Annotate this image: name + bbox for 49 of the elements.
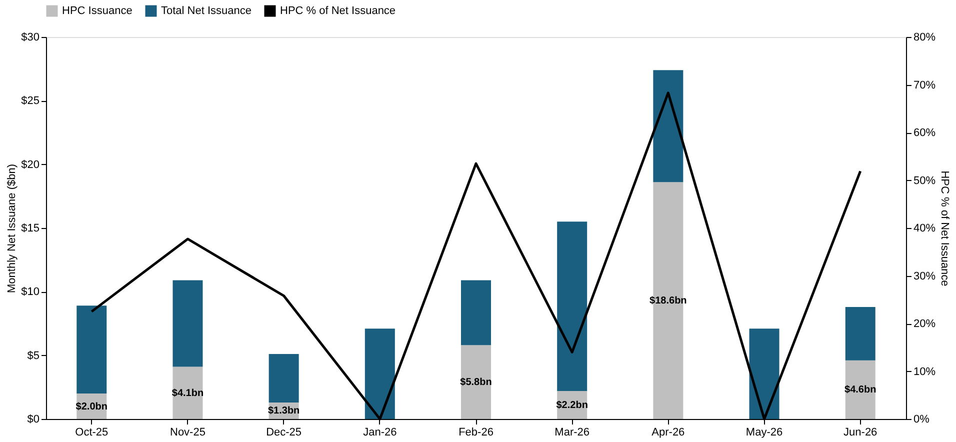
- y2-tick-label: 10%: [914, 366, 936, 378]
- y-tick-label: $0: [27, 414, 40, 426]
- data-label: $5.8bn: [460, 377, 492, 388]
- data-label: $4.6bn: [844, 384, 876, 396]
- x-tick-label: Dec-25: [266, 426, 302, 438]
- bar: [76, 306, 107, 394]
- bar: [172, 280, 203, 367]
- y2-tick-label: 60%: [914, 127, 936, 139]
- bar: [845, 360, 876, 419]
- bar: [172, 366, 203, 419]
- legend-label: Total Net Issuance: [161, 5, 252, 17]
- y-tick-label: $30: [21, 32, 40, 44]
- x-tick-label: May-26: [746, 426, 783, 438]
- y2-tick-label: 40%: [914, 222, 936, 234]
- bar: [557, 222, 588, 391]
- data-label: $18.6bn: [650, 296, 687, 307]
- bar: [653, 70, 684, 182]
- bar: [749, 328, 780, 419]
- bar: [364, 328, 395, 419]
- y-tick-label: $15: [21, 222, 40, 234]
- y-tick-label: $25: [21, 95, 40, 108]
- data-label: $1.3bn: [268, 406, 300, 417]
- y2-tick-label: 20%: [914, 318, 936, 330]
- x-tick-label: Oct-25: [75, 426, 108, 438]
- x-tick-label: Mar-26: [554, 426, 590, 438]
- y-tick-label: $5: [27, 350, 40, 362]
- data-label: $2.2bn: [556, 400, 588, 411]
- y2-tick-label: 70%: [914, 79, 936, 92]
- data-label: $4.1bn: [172, 388, 204, 399]
- data-label: $2.0bn: [76, 401, 108, 412]
- y-tick-label: $10: [21, 286, 40, 298]
- x-tick-label: Nov-25: [170, 426, 206, 438]
- y-tick-label: $20: [21, 158, 40, 171]
- y2-tick-label: 0%: [914, 414, 930, 426]
- legend-label: HPC Issuance: [62, 5, 132, 17]
- x-tick-label: Jan-26: [363, 426, 397, 438]
- y-axis-title: Monthly Net Issuane ($bn): [6, 164, 18, 294]
- bar: [845, 306, 876, 360]
- x-tick-label: Feb-26: [458, 426, 494, 438]
- x-tick-label: Jun-26: [844, 426, 878, 438]
- bar: [268, 354, 299, 402]
- y2-axis-title: HPC % of Net Issuance: [938, 170, 951, 286]
- y2-tick-label: 30%: [914, 270, 936, 282]
- x-tick-label: Apr-26: [652, 426, 685, 438]
- bar: [461, 280, 491, 346]
- bar: [461, 345, 491, 419]
- y2-tick-label: 50%: [914, 174, 936, 187]
- legend-label: HPC % of Net Issuance: [280, 5, 396, 17]
- y2-tick-label: 80%: [914, 32, 936, 44]
